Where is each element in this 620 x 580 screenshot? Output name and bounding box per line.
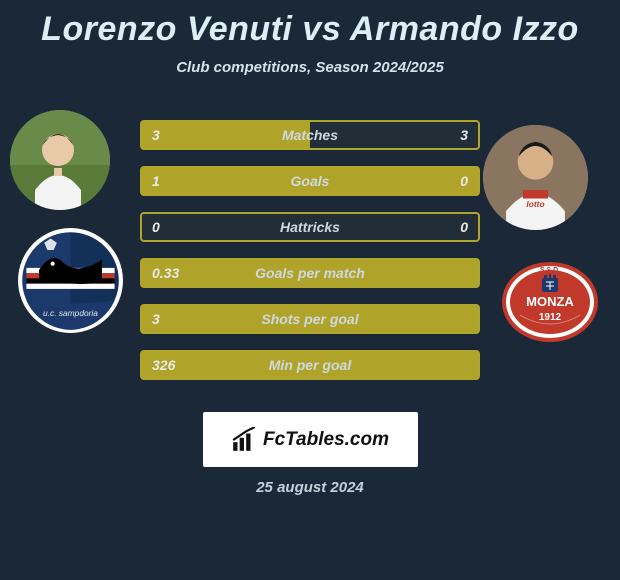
- stat-left-value: 0.33: [152, 265, 179, 281]
- stat-left-value: 3: [152, 127, 160, 143]
- stat-left-value: 326: [152, 357, 175, 373]
- stat-right-value: 0: [460, 219, 468, 235]
- club1-badge: u.c. sampdoria: [18, 228, 123, 333]
- brand-badge: FcTables.com: [203, 412, 418, 467]
- player2-avatar: lotto: [483, 125, 588, 230]
- stat-label: Matches: [142, 127, 478, 143]
- svg-text:S.S.D.: S.S.D.: [540, 267, 560, 274]
- stat-row: 3Matches3: [140, 120, 480, 150]
- stat-row: 0.33Goals per match: [140, 258, 480, 288]
- svg-text:1912: 1912: [539, 312, 562, 323]
- stat-left-value: 1: [152, 173, 160, 189]
- stats-panel: 3Matches31Goals00Hattricks00.33Goals per…: [140, 120, 480, 396]
- stat-row: 1Goals0: [140, 166, 480, 196]
- player1-avatar: [10, 110, 110, 210]
- svg-text:MONZA: MONZA: [526, 294, 574, 309]
- club2-badge: MONZA 1912 S.S.D.: [500, 260, 600, 345]
- stat-right-value: 0: [460, 173, 468, 189]
- page-title: Lorenzo Venuti vs Armando Izzo: [0, 0, 620, 49]
- svg-text:u.c. sampdoria: u.c. sampdoria: [43, 308, 98, 318]
- stat-label: Hattricks: [142, 219, 478, 235]
- stat-row: 0Hattricks0: [140, 212, 480, 242]
- subtitle: Club competitions, Season 2024/2025: [0, 59, 620, 76]
- stat-label: Goals: [142, 173, 478, 189]
- svg-text:lotto: lotto: [526, 199, 544, 209]
- stat-left-value: 0: [152, 219, 160, 235]
- stat-right-value: 3: [460, 127, 468, 143]
- stat-label: Goals per match: [142, 265, 478, 281]
- stat-row: 326Min per goal: [140, 350, 480, 380]
- stat-label: Shots per goal: [142, 311, 478, 327]
- stat-left-value: 3: [152, 311, 160, 327]
- stat-row: 3Shots per goal: [140, 304, 480, 334]
- brand-text: FcTables.com: [263, 429, 389, 451]
- stat-label: Min per goal: [142, 357, 478, 373]
- chart-icon: [231, 427, 257, 453]
- date-label: 25 august 2024: [0, 479, 620, 496]
